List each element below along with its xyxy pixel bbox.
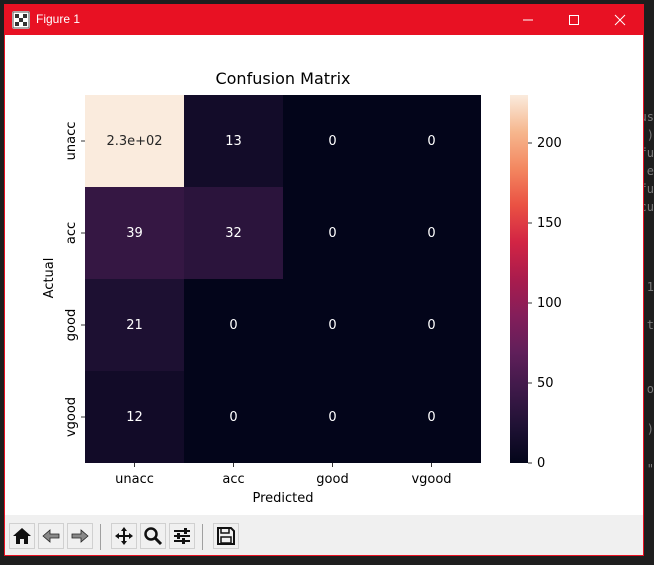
minimize-button[interactable] <box>505 5 551 35</box>
heatmap-cell <box>382 371 481 463</box>
cell-label: 0 <box>427 318 435 333</box>
heatmap-cell <box>283 187 382 279</box>
cell-label: 0 <box>328 134 336 149</box>
y-tick-label: good <box>64 309 79 341</box>
x-axis-label: Predicted <box>252 491 313 506</box>
maximize-button[interactable] <box>551 5 597 35</box>
pan-icon <box>115 527 133 545</box>
home-button[interactable] <box>9 523 35 549</box>
close-button[interactable] <box>597 5 643 35</box>
pan-button[interactable] <box>111 523 137 549</box>
heatmap-cell <box>184 95 283 187</box>
cell-label: 0 <box>427 226 435 241</box>
cell-label: 0 <box>328 226 336 241</box>
plot-canvas[interactable]: Confusion Matrix 2.3e+02 13 0 0 39 32 0 0 21 0 0 0 1… <box>5 35 643 515</box>
heatmap-cell <box>184 279 283 371</box>
cell-label: 13 <box>225 134 242 149</box>
heatmap-cell <box>382 279 481 371</box>
figure-window: Figure 1 Confusion Matrix 2.3e+02 13 0 0 39 3… <box>4 4 644 556</box>
heatmap-cell <box>283 95 382 187</box>
x-tick-label: good <box>316 472 348 487</box>
cell-label: 0 <box>328 318 336 333</box>
cell-label: 0 <box>427 410 435 425</box>
heatmap-cell <box>85 371 184 463</box>
save-button[interactable] <box>213 523 239 549</box>
maximize-icon <box>569 15 579 25</box>
cell-label: 39 <box>126 226 143 241</box>
toolbar-separator <box>202 524 203 550</box>
heatmap-cell <box>184 187 283 279</box>
y-tick-label: unacc <box>64 122 79 161</box>
configure-subplots-icon <box>174 528 190 544</box>
back-icon <box>42 529 60 543</box>
x-tick-label: vgood <box>411 472 451 487</box>
cell-label: 0 <box>427 134 435 149</box>
cell-label: 21 <box>126 318 143 333</box>
cell-label: 0 <box>229 410 237 425</box>
x-axis: unacc acc good vgood <box>115 463 452 487</box>
heatmap-cell <box>382 95 481 187</box>
back-button[interactable] <box>38 523 64 549</box>
save-icon <box>217 527 235 545</box>
forward-button[interactable] <box>67 523 93 549</box>
x-tick-label: unacc <box>115 472 154 487</box>
toolbar-separator <box>100 524 101 550</box>
colorbar-tick-label: 150 <box>537 216 562 231</box>
heatmap-cell <box>382 187 481 279</box>
heatmap-cells: 2.3e+02 13 0 0 39 32 0 0 21 0 0 0 12 0 0 0 <box>85 95 481 463</box>
cell-label: 12 <box>126 410 143 425</box>
colorbar-tick-label: 100 <box>537 296 562 311</box>
y-axis-label: Actual <box>42 258 57 299</box>
cell-label: 2.3e+02 <box>106 134 162 149</box>
heatmap-cell <box>85 187 184 279</box>
cell-label: 0 <box>328 410 336 425</box>
forward-icon <box>71 529 89 543</box>
minimize-icon <box>523 19 533 21</box>
zoom-button[interactable] <box>140 523 166 549</box>
home-icon <box>13 528 31 544</box>
cell-label: 0 <box>229 318 237 333</box>
cell-label: 32 <box>225 226 242 241</box>
chart-title: Confusion Matrix <box>215 69 350 88</box>
close-icon <box>614 14 626 26</box>
y-axis: unacc acc good vgood <box>64 122 85 437</box>
navigation-toolbar <box>5 515 643 555</box>
y-tick-label: vgood <box>64 397 79 437</box>
window-title: Figure 1 <box>36 12 81 26</box>
heatmap-cell <box>85 95 184 187</box>
confusion-matrix-chart: Confusion Matrix 2.3e+02 13 0 0 39 32 0 0 21 0 0 0 1… <box>42 69 562 506</box>
colorbar-gradient <box>510 95 528 463</box>
colorbar-tick-label: 0 <box>537 456 545 471</box>
colorbar-tick-label: 200 <box>537 136 562 151</box>
y-tick-label: acc <box>64 222 79 244</box>
title-bar[interactable]: Figure 1 <box>5 5 643 35</box>
heatmap-cell <box>85 279 184 371</box>
figure-app-icon <box>12 11 30 29</box>
colorbar: 0 50 100 150 200 <box>510 95 562 471</box>
colorbar-tick-label: 50 <box>537 376 554 391</box>
zoom-icon <box>144 527 163 546</box>
heatmap-cell <box>184 371 283 463</box>
x-tick-label: acc <box>222 472 244 487</box>
configure-subplots-button[interactable] <box>169 523 195 549</box>
heatmap-cell <box>283 279 382 371</box>
heatmap-cell <box>283 371 382 463</box>
